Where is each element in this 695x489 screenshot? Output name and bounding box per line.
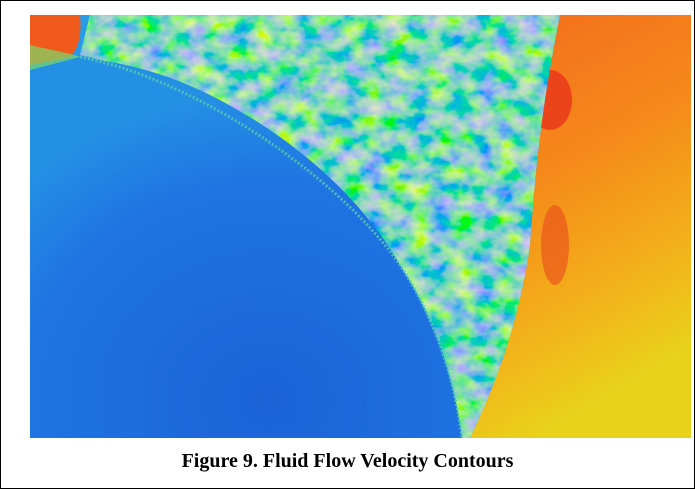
figure-caption: Figure 9. Fluid Flow Velocity Contours [1, 450, 694, 473]
figure-frame: Figure 9. Fluid Flow Velocity Contours [0, 0, 695, 489]
hot-spot [541, 205, 569, 285]
velocity-contour-image [30, 15, 691, 438]
